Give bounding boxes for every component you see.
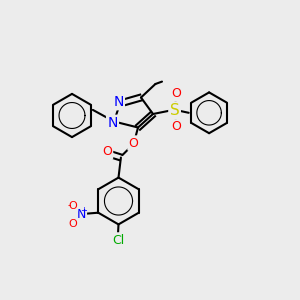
Text: O: O bbox=[68, 201, 77, 211]
Text: Cl: Cl bbox=[112, 233, 124, 247]
Text: O: O bbox=[171, 120, 181, 134]
Text: -: - bbox=[68, 200, 71, 210]
Text: N: N bbox=[76, 208, 86, 221]
Text: +: + bbox=[80, 206, 87, 215]
Text: O: O bbox=[171, 87, 181, 101]
Text: S: S bbox=[170, 103, 179, 118]
Text: N: N bbox=[113, 95, 124, 109]
Text: O: O bbox=[102, 145, 112, 158]
Text: N: N bbox=[107, 116, 118, 130]
Text: O: O bbox=[129, 136, 138, 150]
Text: O: O bbox=[68, 219, 77, 229]
